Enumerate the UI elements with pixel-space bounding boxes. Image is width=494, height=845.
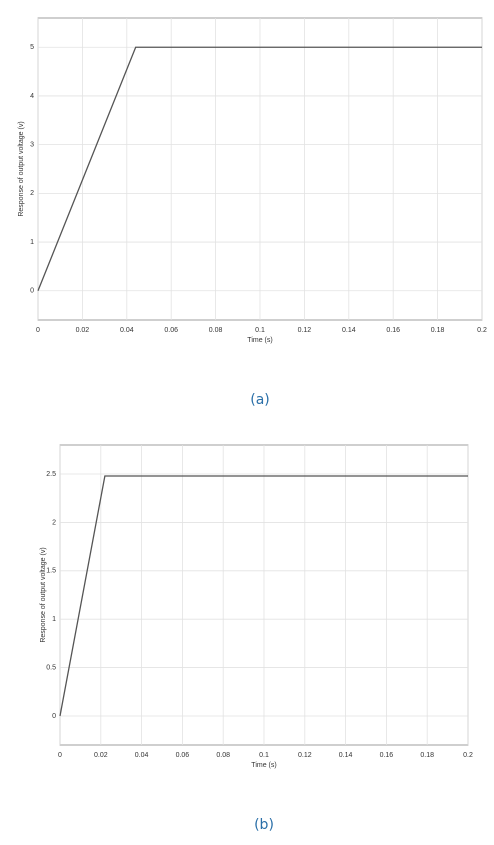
x-tick-label: 0.04 bbox=[120, 327, 134, 334]
x-tick-label: 0.06 bbox=[164, 327, 178, 334]
x-tick-label: 0.18 bbox=[420, 752, 434, 759]
x-tick-label: 0.1 bbox=[259, 752, 269, 759]
y-axis-label: Response of output voltage (v) bbox=[40, 547, 47, 642]
x-tick-label: 0.12 bbox=[298, 327, 312, 334]
y-tick-label: 2 bbox=[30, 190, 34, 197]
x-tick-label: 0.2 bbox=[463, 752, 473, 759]
x-tick-label: 0 bbox=[36, 327, 40, 334]
x-tick-label: 0.2 bbox=[477, 327, 487, 334]
y-tick-label: 0.5 bbox=[46, 664, 56, 671]
x-tick-label: 0.08 bbox=[209, 327, 223, 334]
x-tick-label: 0.12 bbox=[298, 752, 312, 759]
y-tick-label: 1 bbox=[52, 616, 56, 623]
y-axis-label: Response of output voltage (v) bbox=[18, 121, 25, 216]
caption: (b) bbox=[254, 817, 274, 833]
y-tick-label: 0 bbox=[30, 288, 34, 295]
x-tick-label: 0.14 bbox=[339, 752, 353, 759]
y-tick-label: 2.5 bbox=[46, 471, 56, 478]
x-tick-label: 0.04 bbox=[135, 752, 149, 759]
y-tick-label: 0 bbox=[52, 713, 56, 720]
y-tick-label: 1 bbox=[30, 239, 34, 246]
x-tick-label: 0.14 bbox=[342, 327, 356, 334]
x-axis-label: Time (s) bbox=[247, 337, 272, 344]
x-tick-label: 0.16 bbox=[380, 752, 394, 759]
caption: (a) bbox=[250, 392, 270, 408]
y-tick-label: 2 bbox=[52, 519, 56, 526]
y-tick-label: 4 bbox=[30, 93, 34, 100]
x-tick-label: 0.16 bbox=[386, 327, 400, 334]
y-tick-label: 1.5 bbox=[46, 568, 56, 575]
x-tick-label: 0.1 bbox=[255, 327, 265, 334]
x-tick-label: 0.18 bbox=[431, 327, 445, 334]
x-tick-label: 0.08 bbox=[216, 752, 230, 759]
y-tick-label: 5 bbox=[30, 44, 34, 51]
x-tick-label: 0.02 bbox=[94, 752, 108, 759]
y-tick-label: 3 bbox=[30, 141, 34, 148]
x-axis-label: Time (s) bbox=[251, 762, 276, 769]
x-tick-label: 0.02 bbox=[76, 327, 90, 334]
data-line bbox=[37, 46, 482, 292]
data-line bbox=[59, 475, 468, 717]
x-tick-label: 0.06 bbox=[176, 752, 190, 759]
x-tick-label: 0 bbox=[58, 752, 62, 759]
